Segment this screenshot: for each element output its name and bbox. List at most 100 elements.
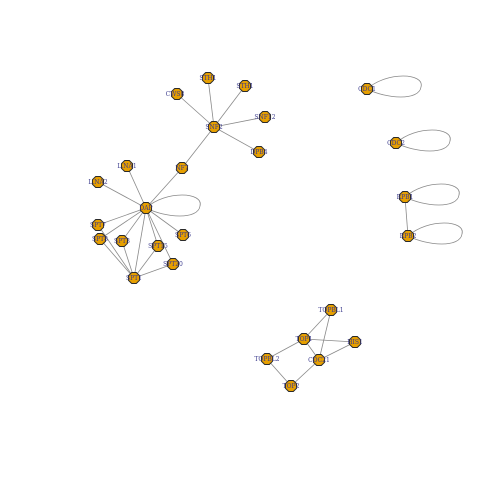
node-marker[interactable]	[252, 145, 266, 159]
node-marker[interactable]	[389, 136, 403, 150]
node-label: SNF12	[254, 114, 275, 121]
graph-node[interactable]: TOP1	[296, 332, 313, 346]
node-marker[interactable]	[260, 352, 274, 366]
node-label: SPT8	[92, 236, 108, 243]
node-marker[interactable]	[284, 379, 298, 393]
graph-node[interactable]: TOPBL2	[254, 352, 280, 366]
node-label: SPT15	[148, 243, 168, 250]
graph-node[interactable]: TOPBL1	[318, 303, 344, 317]
graph-node[interactable]: SPT20	[163, 257, 183, 271]
graph-node[interactable]: SNF2	[205, 120, 223, 134]
graph-node[interactable]: SPT15	[148, 239, 168, 253]
node-marker[interactable]	[201, 71, 215, 85]
node-marker[interactable]	[151, 239, 165, 253]
graph-node[interactable]: SPT3	[114, 234, 130, 248]
edge-n22-n25	[303, 338, 356, 343]
node-label: DAP	[139, 205, 152, 212]
self-loop-n20	[404, 183, 460, 206]
self-loop-n21	[407, 222, 463, 245]
edge-n24-n22	[303, 309, 332, 340]
node-marker[interactable]	[348, 335, 362, 349]
edge-n9-n10	[97, 181, 147, 209]
node-marker[interactable]	[115, 234, 129, 248]
graph-node[interactable]: SNF12	[254, 110, 276, 124]
graph-node[interactable]: SPT7	[90, 218, 106, 232]
graph-node[interactable]: DPB4	[250, 145, 268, 159]
graph-node[interactable]: DAP	[139, 201, 153, 215]
edge-n13-n17	[121, 240, 135, 279]
edge-n27-n25	[318, 341, 356, 361]
edge-n5-n4	[213, 116, 266, 128]
edge-n11-n17	[97, 224, 135, 279]
node-label: DPB4	[250, 149, 267, 156]
node-label: SPT1	[126, 275, 142, 282]
edge-layer	[97, 75, 463, 387]
node-marker[interactable]	[297, 332, 311, 346]
node-label: SPT3	[114, 238, 130, 245]
node-label: SPT6	[175, 232, 191, 239]
node-label: L.NA2	[88, 179, 107, 186]
edge-n10-n14	[145, 207, 159, 247]
graph-node[interactable]: CDC21	[308, 353, 330, 367]
node-label: STH1	[236, 83, 253, 90]
graph-node[interactable]: CDC1	[358, 82, 376, 96]
graph-node[interactable]: RPB1	[397, 190, 414, 204]
edge-n8-n10	[126, 165, 147, 209]
node-marker[interactable]	[170, 87, 184, 101]
node-marker[interactable]	[401, 229, 415, 243]
node-layer: STH1 STH1 CWS8 SNF2 SNF12 DPB4 NF7 L.NA1 L.NA2 DA…	[88, 71, 417, 393]
node-marker[interactable]	[238, 79, 252, 93]
node-label: TOPBL2	[254, 356, 279, 363]
node-label: SPT7	[90, 222, 106, 229]
node-marker[interactable]	[398, 190, 412, 204]
self-loop-n10	[145, 194, 201, 217]
graph-node[interactable]: TOP2	[283, 379, 300, 393]
edge-n7-n10	[145, 167, 183, 209]
node-marker[interactable]	[312, 353, 326, 367]
node-label: L.NA1	[117, 163, 136, 170]
node-marker[interactable]	[324, 303, 338, 317]
node-marker[interactable]	[139, 201, 153, 215]
edge-n10-n11	[97, 207, 147, 226]
edge-n3-n4	[176, 93, 215, 128]
node-label: TOPBL1	[318, 307, 343, 314]
graph-node[interactable]: SPT6	[175, 228, 191, 242]
edge-n16-n17	[133, 263, 174, 279]
graph-node[interactable]: RPB2	[400, 229, 417, 243]
node-marker[interactable]	[258, 110, 272, 124]
node-label: RPB1	[397, 194, 414, 201]
node-marker[interactable]	[91, 175, 105, 189]
edge-n24-n27	[318, 309, 332, 361]
graph-node[interactable]: NF7	[175, 161, 189, 175]
node-marker[interactable]	[176, 228, 190, 242]
node-marker[interactable]	[207, 120, 221, 134]
edge-n10-n15	[145, 207, 184, 236]
edge-n10-n16	[145, 207, 174, 265]
node-marker[interactable]	[120, 159, 134, 173]
node-label: CDC1	[358, 86, 376, 93]
graph-node[interactable]: CDC2	[387, 136, 405, 150]
node-label: SPT20	[163, 261, 183, 268]
edge-n22-n26	[266, 338, 305, 360]
node-label: NF7	[175, 165, 188, 172]
node-marker[interactable]	[166, 257, 180, 271]
node-marker[interactable]	[93, 232, 107, 246]
node-label: TOP2	[283, 383, 300, 390]
graph-node[interactable]: SPT1	[126, 271, 142, 285]
graph-node[interactable]: STH1	[236, 79, 254, 93]
node-marker[interactable]	[127, 271, 141, 285]
node-marker[interactable]	[360, 82, 374, 96]
node-marker[interactable]	[175, 161, 189, 175]
graph-node[interactable]: STH1	[199, 71, 217, 85]
graph-node[interactable]: L.NA2	[88, 175, 108, 189]
node-label: CDC21	[308, 357, 330, 364]
graph-node[interactable]: HIS1	[347, 335, 363, 349]
edge-n20-n21	[404, 196, 409, 237]
graph-node[interactable]: SPT8	[92, 232, 108, 246]
edge-n27-n23	[290, 359, 320, 387]
node-marker[interactable]	[91, 218, 105, 232]
graph-node[interactable]: L.NA1	[117, 159, 137, 173]
node-label: CDC2	[387, 140, 405, 147]
graph-node[interactable]: CWS8	[166, 87, 185, 101]
